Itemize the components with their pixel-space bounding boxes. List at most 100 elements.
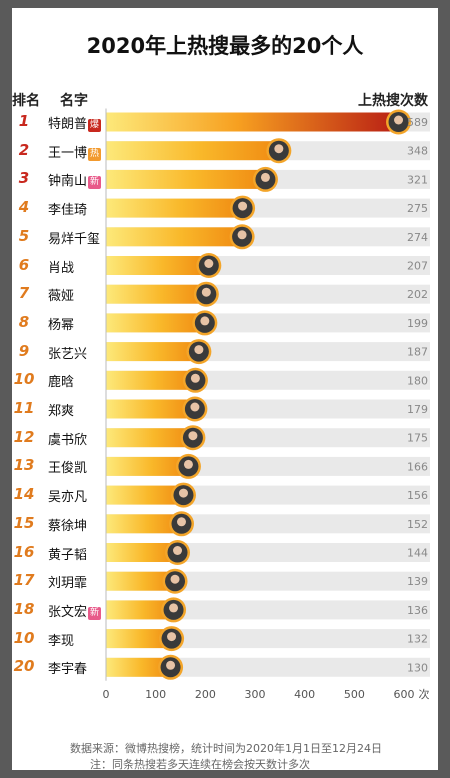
bar-track: [106, 600, 430, 620]
value-label: 136: [407, 604, 428, 617]
name-label: 张文宏新: [48, 601, 102, 620]
value-label: 180: [407, 374, 428, 387]
bar: [106, 313, 205, 333]
avatar-face: [274, 144, 284, 154]
bar-row: 275: [106, 195, 430, 221]
value-label: 202: [407, 288, 428, 301]
avatar-face: [170, 574, 180, 584]
avatar-face: [204, 259, 214, 268]
bar: [106, 342, 199, 362]
avatar-face: [173, 546, 183, 555]
x-tick-label: 0: [103, 688, 110, 701]
bar: [106, 227, 243, 247]
name-label: 杨幂: [48, 314, 74, 333]
name-text: 李佳琦: [48, 203, 88, 219]
avatar-face: [200, 316, 210, 326]
bar: [106, 514, 182, 534]
bar-track: [106, 571, 430, 591]
bar-row: 156: [106, 482, 430, 508]
bar-row: 202: [106, 281, 430, 307]
rank-label: 3: [18, 169, 30, 188]
name-text: 王一博: [48, 145, 88, 161]
rank-label: 10: [13, 370, 35, 389]
bar: [106, 485, 184, 505]
hot-badge: 新: [88, 606, 102, 620]
value-label: 274: [407, 231, 428, 244]
avatar-face: [169, 603, 179, 613]
value-label: 152: [407, 518, 428, 531]
bar: [106, 600, 174, 620]
bar: [106, 399, 195, 419]
value-label: 139: [407, 575, 428, 588]
name-label: 李宇春: [48, 658, 87, 677]
x-tick-label: 600: [394, 688, 415, 701]
bar: [106, 198, 243, 218]
bar-row: 274: [106, 224, 430, 250]
value-label: 130: [407, 661, 428, 674]
bar-row: 348: [106, 138, 430, 164]
value-label: 175: [407, 432, 428, 445]
name-text: 虞书欣: [48, 432, 88, 448]
rank-header: 排名: [12, 93, 40, 109]
name-label: 王俊凯: [48, 457, 87, 476]
rank-label: 18: [13, 599, 35, 618]
name-text: 易烊千玺: [48, 231, 101, 247]
name-text: 刘玥霏: [48, 576, 88, 592]
name-header: 名字: [60, 93, 88, 109]
avatar-face: [167, 632, 177, 642]
name-text: 张文宏: [48, 604, 88, 620]
bar-track: [106, 657, 430, 677]
name-text: 蔡徐坤: [48, 518, 88, 534]
bar: [106, 112, 399, 132]
rank-label: 11: [13, 399, 35, 417]
value-label: 187: [407, 346, 428, 359]
avatar-face: [194, 345, 204, 355]
bar-row: 175: [106, 425, 430, 451]
bar-row: 199: [106, 310, 430, 336]
bar-row: 130: [106, 654, 430, 680]
value-label: 348: [407, 145, 428, 158]
x-tick-label: 300: [245, 688, 266, 701]
bar: [106, 256, 209, 275]
avatar-face: [237, 230, 247, 240]
name-label: 蔡徐坤: [48, 515, 87, 534]
chart-title: 2020年上热搜最多的20个人: [86, 34, 364, 58]
hot-badge: 热: [88, 147, 102, 161]
name-text: 李宇春: [48, 662, 88, 678]
bar: [106, 543, 178, 562]
value-label: 132: [407, 633, 428, 646]
name-label: 易烊千玺: [48, 228, 100, 247]
rank-label: 13: [13, 456, 35, 475]
name-text: 郑爽: [48, 404, 75, 419]
rank-label: 17: [13, 571, 35, 590]
value-header: 上热搜次数: [358, 93, 428, 109]
value-label: 166: [407, 460, 428, 473]
avatar-face: [201, 287, 211, 297]
rank-label: 7: [18, 284, 30, 303]
name-label: 王一博热: [48, 142, 102, 161]
name-text: 特朗普: [48, 117, 88, 132]
x-tick-label: 200: [195, 688, 216, 701]
hot-badge: 爆: [88, 119, 102, 132]
bar-row: 207: [106, 253, 430, 278]
rank-label: 1: [18, 112, 30, 130]
name-text: 钟南山: [48, 174, 88, 190]
rank-label: 2: [18, 140, 30, 159]
name-label: 刘玥霏: [48, 572, 87, 591]
bar-row: 589: [106, 109, 430, 135]
bar: [106, 141, 279, 161]
avatar-face: [394, 115, 404, 125]
name-label: 鹿晗: [48, 371, 74, 390]
x-tick-label: 400: [294, 688, 315, 701]
value-label: 321: [407, 173, 428, 186]
bar-row: 132: [106, 626, 430, 652]
source-note: 数据来源：微博热搜榜，统计时间为2020年1月1日至12月24日: [70, 742, 382, 755]
rank-label: 16: [13, 542, 35, 561]
bar-row: 321: [106, 166, 430, 192]
avatar-face: [183, 459, 193, 469]
footnote: 注：同条热搜若多天连续在榜会按天数计多次: [90, 758, 310, 771]
rank-label: 5: [18, 226, 30, 245]
bar-track: [106, 629, 430, 649]
bar: [106, 571, 176, 591]
